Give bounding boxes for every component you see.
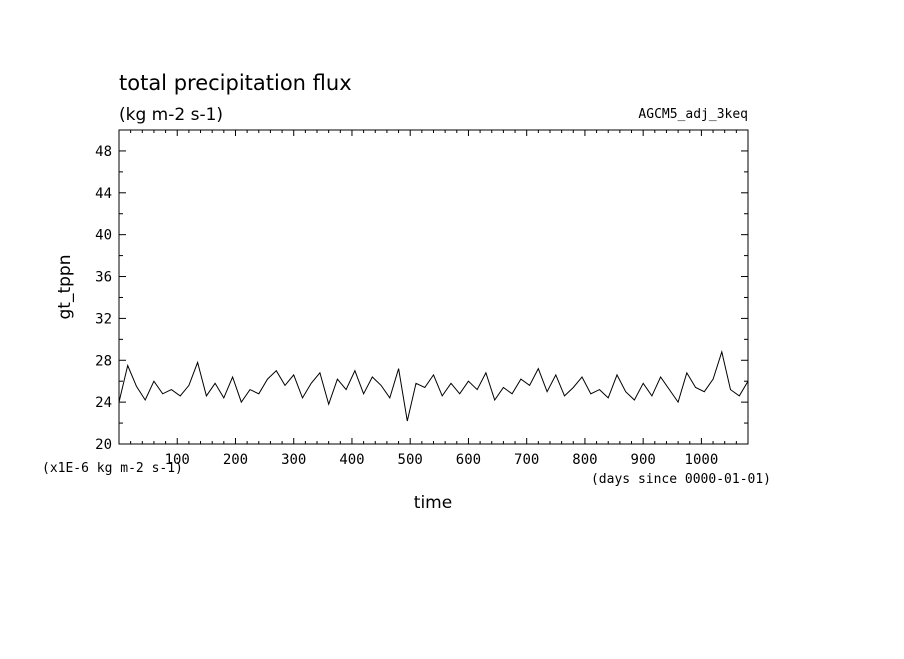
series-line [118, 350, 749, 422]
y-ticks: 20 24 28 32 36 40 44 48 [95, 129, 748, 453]
chart-subtitle: (kg m-2 s-1) [119, 105, 223, 125]
x-tick-label: 400 [339, 452, 364, 468]
y-unit-note: (x1E-6 kg m-2 s-1) [42, 461, 183, 476]
y-axis-title: gt_tppn [55, 255, 75, 320]
x-tick-label: 900 [631, 452, 656, 468]
x-tick-label: 100 [165, 452, 190, 468]
y-tick-label: 28 [95, 353, 112, 369]
x-ticks: 100 200 300 400 500 600 700 800 900 1000 [130, 130, 737, 468]
y-tick-label: 40 [95, 228, 112, 244]
y-tick-label: 44 [95, 186, 112, 202]
chart-title: total precipitation flux [119, 71, 352, 95]
x-tick-label: 500 [398, 452, 423, 468]
y-tick-label: 48 [95, 144, 112, 160]
x-tick-label: 800 [572, 452, 597, 468]
y-tick-label: 36 [95, 270, 112, 286]
x-tick-label: 1000 [685, 452, 719, 468]
x-unit-note: (days since 0000-01-01) [591, 472, 771, 487]
x-tick-label: 300 [281, 452, 306, 468]
plot-frame [118, 129, 749, 445]
series-layer [118, 350, 749, 422]
x-tick-label: 200 [223, 452, 248, 468]
y-tick-label: 24 [95, 395, 112, 411]
y-tick-label: 20 [95, 437, 112, 453]
x-axis-title: time [414, 493, 452, 513]
y-tick-label: 32 [95, 311, 112, 327]
run-label: AGCM5_adj_3keq [638, 107, 748, 122]
x-tick-label: 700 [514, 452, 539, 468]
x-tick-label: 600 [456, 452, 481, 468]
